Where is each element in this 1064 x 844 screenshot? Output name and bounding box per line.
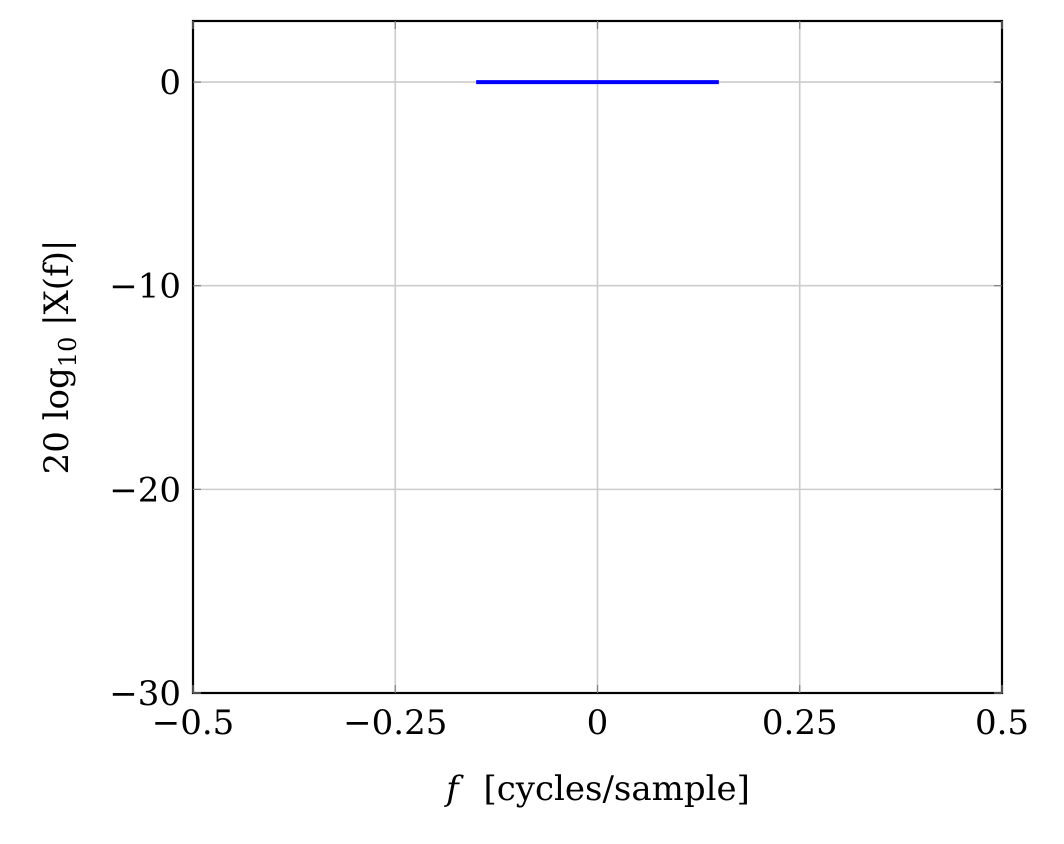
x-tick-label: 0.5 — [975, 703, 1029, 743]
y-tick-label: 0 — [159, 63, 181, 103]
y-axis-label-prefix: 20 log — [37, 367, 77, 474]
y-axis-label-body: |X(f)| — [37, 240, 77, 337]
x-axis-label-unit: [cycles/sample] — [483, 769, 749, 809]
y-tick-label: −30 — [109, 674, 181, 714]
x-tick-label: 0.25 — [762, 703, 838, 743]
x-tick-label: −0.25 — [343, 703, 447, 743]
x-axis-label: f [cycles/sample] — [443, 769, 750, 809]
tick-marks — [192, 21, 1003, 694]
y-tick-labels: 0 −10 −20 −30 — [109, 63, 181, 714]
x-tick-labels: −0.5 −0.25 0 0.25 0.5 — [152, 703, 1029, 743]
x-axis-label-var: f — [443, 769, 464, 809]
x-tick-label: 0 — [587, 703, 609, 743]
y-tick-label: −20 — [109, 470, 181, 510]
x-tick-label: −0.5 — [152, 703, 235, 743]
y-axis-label-sub: 10 — [54, 337, 82, 368]
y-axis-label: 20 log10 |X(f)| — [37, 240, 82, 475]
y-tick-label: −10 — [109, 267, 181, 307]
grid-lines — [192, 21, 1003, 694]
